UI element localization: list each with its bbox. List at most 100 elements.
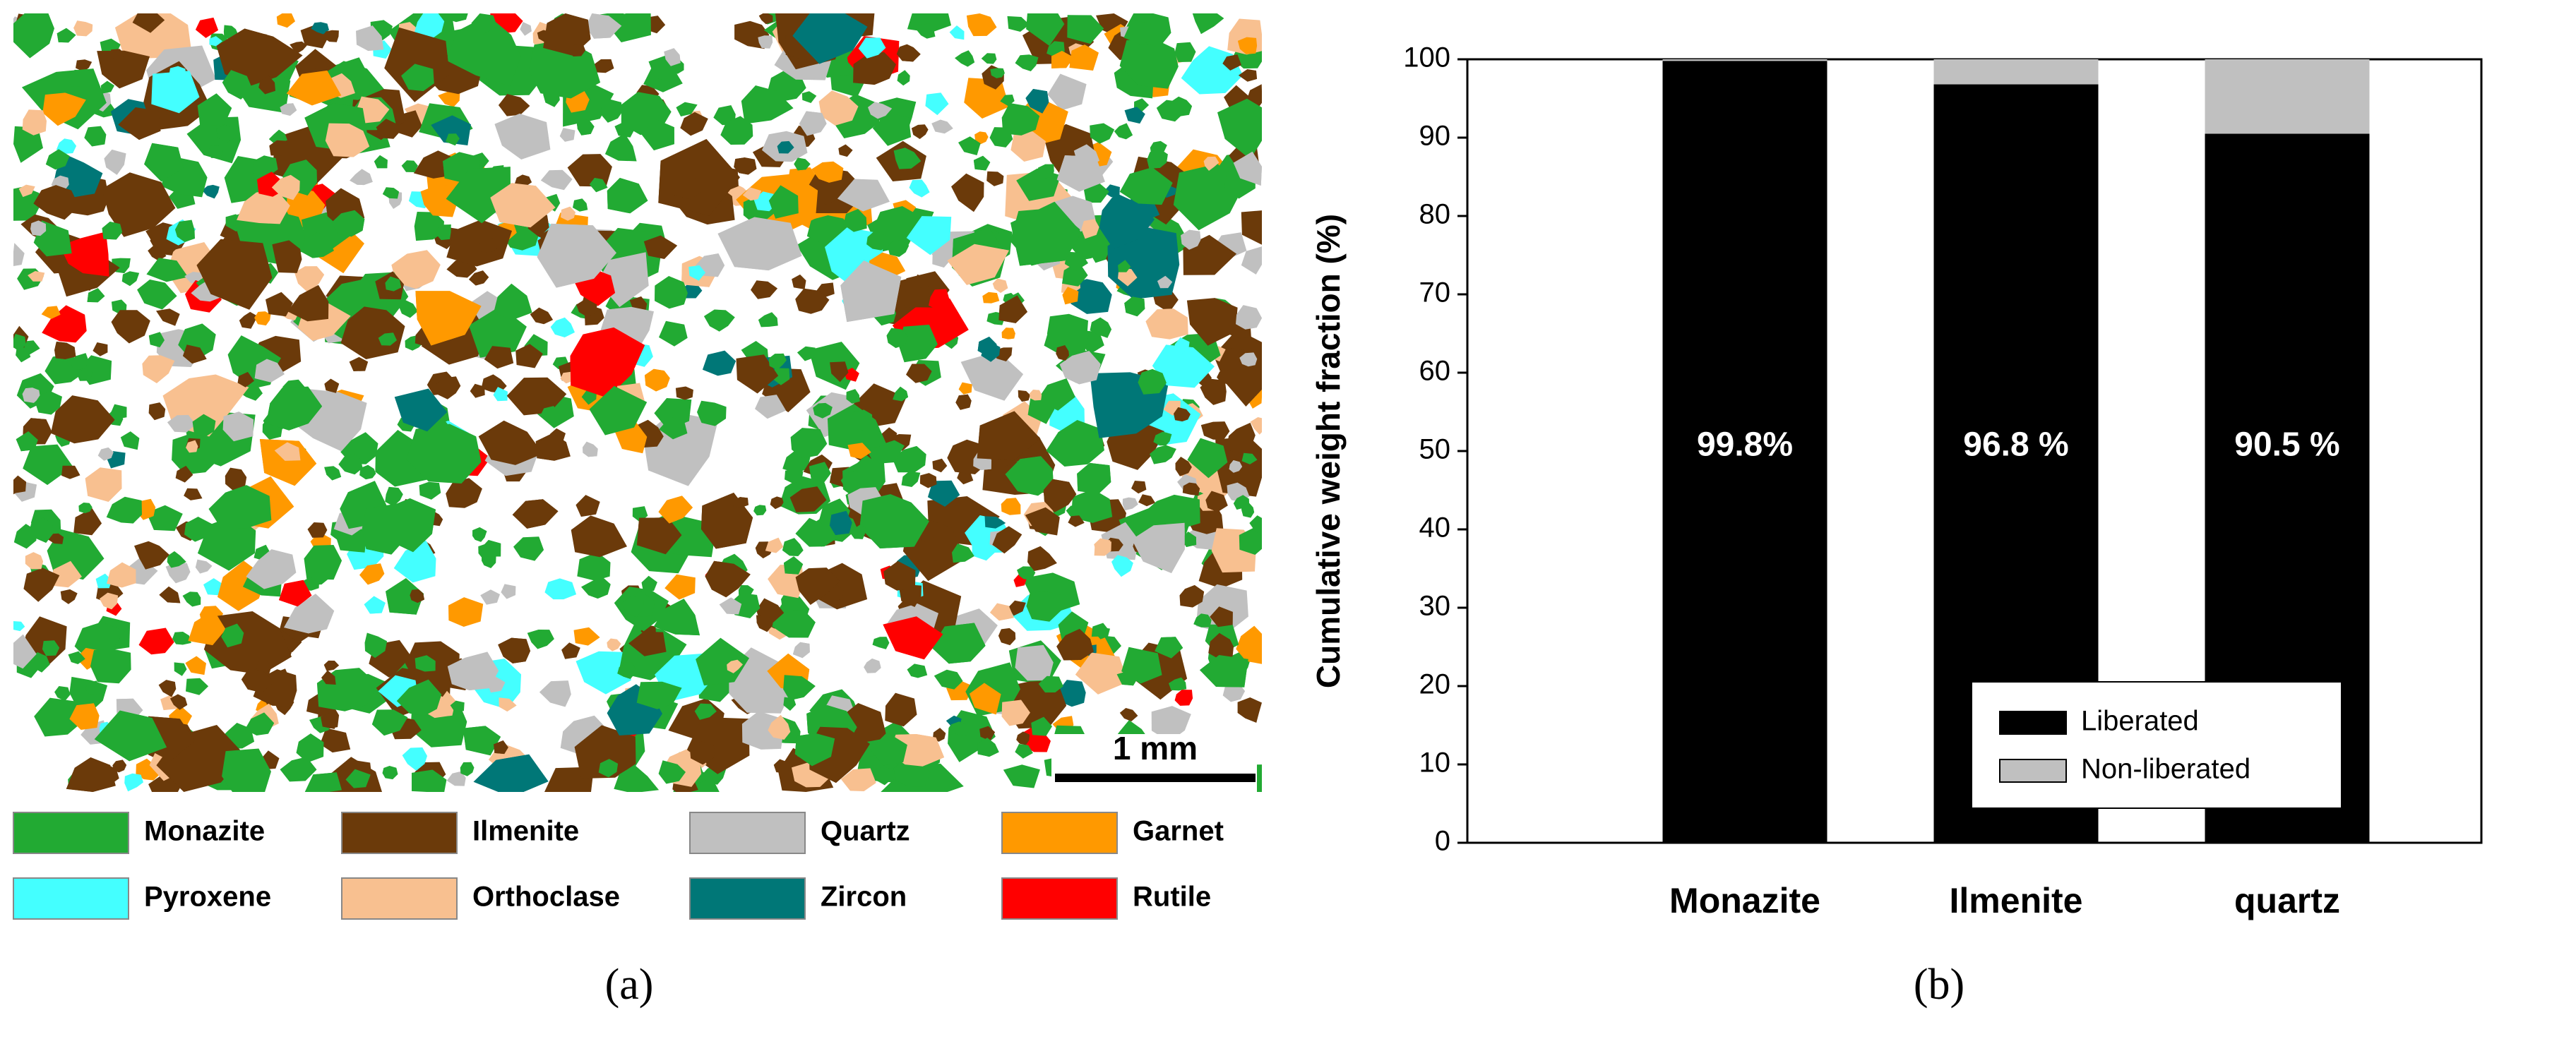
grain (90, 649, 131, 684)
grain (881, 427, 898, 443)
grain (73, 508, 102, 536)
grain (192, 414, 216, 438)
y-tick-label: 50 (1419, 434, 1451, 465)
grain (186, 678, 209, 695)
grain (676, 102, 698, 116)
grain (589, 178, 608, 193)
grain (1155, 637, 1183, 659)
grain (473, 754, 549, 792)
grain (1218, 347, 1248, 376)
grain (203, 578, 224, 596)
grain (1095, 627, 1110, 639)
grain (1241, 503, 1255, 518)
grain (284, 594, 335, 634)
grain (1227, 422, 1256, 455)
grain (146, 505, 183, 531)
y-tick-label: 80 (1419, 199, 1451, 230)
grain (406, 424, 482, 484)
grain (620, 662, 636, 673)
grain (237, 189, 290, 224)
grain (958, 136, 981, 155)
grain (979, 726, 996, 741)
grain (1094, 538, 1111, 553)
grain (885, 692, 917, 727)
grain (78, 503, 93, 514)
grain (594, 59, 614, 73)
grain (394, 388, 448, 432)
grain (1001, 699, 1030, 726)
grain (323, 30, 339, 42)
grain (340, 306, 405, 359)
grain (396, 679, 442, 716)
grain (1192, 13, 1224, 35)
grain (460, 762, 475, 776)
grain (401, 64, 434, 92)
grain (581, 576, 611, 599)
grain (225, 467, 247, 491)
grain (1090, 123, 1115, 144)
grain (402, 747, 427, 771)
grain (777, 140, 794, 154)
grain (772, 368, 790, 385)
grain (114, 13, 192, 59)
grain (1156, 100, 1185, 122)
grain (54, 342, 76, 359)
grain (576, 300, 597, 317)
grain (29, 517, 54, 543)
grain (784, 556, 804, 575)
grain (659, 416, 688, 440)
grain (186, 440, 198, 453)
legend-swatch (689, 812, 806, 854)
grain (927, 560, 942, 573)
grain (30, 220, 47, 236)
grain (385, 486, 403, 507)
grain (1017, 566, 1036, 579)
grain (170, 694, 188, 710)
grain (840, 768, 876, 791)
grain (1056, 155, 1105, 192)
grain (338, 452, 363, 475)
legend-label: Pyroxene (144, 882, 271, 913)
grain (811, 161, 844, 183)
grain (28, 271, 45, 282)
grain (175, 465, 193, 483)
grain (35, 391, 62, 415)
grain (463, 726, 501, 756)
grain (990, 68, 1005, 78)
grain (1217, 370, 1236, 385)
grain (167, 414, 196, 433)
grain (1051, 51, 1074, 68)
grain (216, 124, 236, 143)
grain (1181, 229, 1201, 250)
grain (185, 656, 206, 675)
x-tick-label: Ilmenite (1950, 881, 2083, 920)
grain (1210, 606, 1233, 627)
grain (530, 307, 554, 325)
y-tick-label: 70 (1419, 277, 1451, 308)
grain (550, 317, 575, 337)
grain (909, 179, 930, 198)
grain (66, 757, 116, 792)
grain (266, 292, 293, 317)
grain (391, 250, 441, 289)
grain (906, 364, 932, 383)
grain (13, 475, 27, 495)
grain (813, 402, 833, 419)
grain (697, 400, 727, 426)
grain (1075, 652, 1128, 695)
grain (446, 478, 482, 508)
grain (982, 292, 1000, 304)
grain (794, 157, 811, 171)
grain (1208, 632, 1234, 660)
grain (144, 143, 184, 182)
grain (977, 738, 999, 757)
grain (1005, 456, 1054, 496)
grain (998, 627, 1016, 646)
grain (992, 278, 1008, 293)
grain (415, 291, 482, 346)
grain (151, 71, 200, 114)
grain (68, 651, 85, 664)
legend-swatch (1001, 877, 1118, 920)
grain (570, 327, 645, 398)
grain (1139, 494, 1200, 535)
